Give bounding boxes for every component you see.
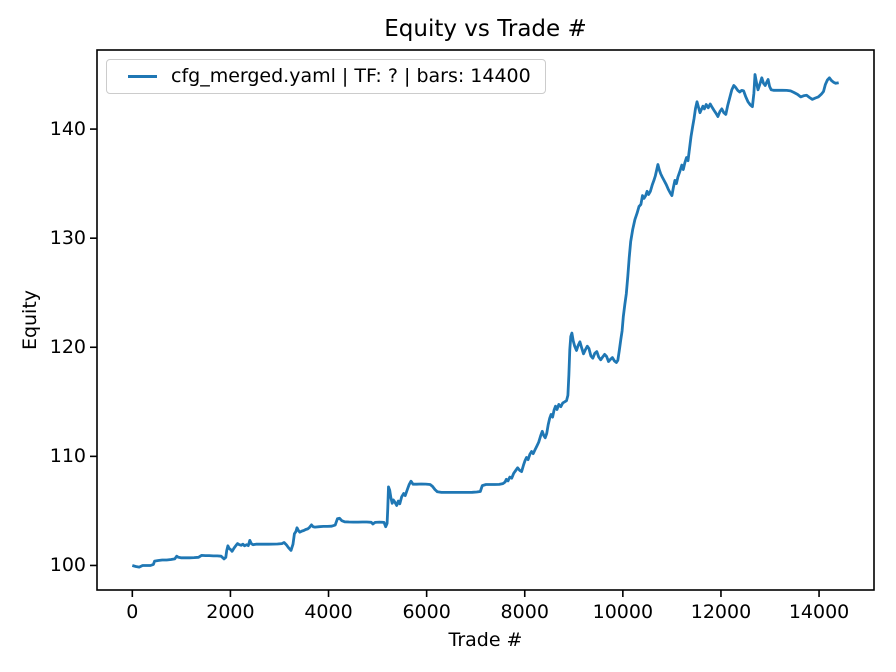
y-tick-label: 130 (49, 227, 86, 250)
y-tick-label: 120 (49, 336, 86, 359)
y-tick-label: 100 (49, 554, 86, 577)
x-tick-label: 4000 (304, 601, 353, 623)
axes-frame (96, 49, 875, 591)
tick-marks (90, 128, 820, 597)
chart-title: Equity vs Trade # (384, 16, 587, 42)
x-tick-label: 14000 (788, 601, 850, 623)
y-tick-label: 140 (49, 118, 86, 141)
legend: cfg_merged.yaml | TF: ? | bars: 14400 (106, 59, 546, 94)
x-tick-label: 8000 (500, 601, 549, 623)
x-tick-label: 6000 (402, 601, 451, 623)
legend-label: cfg_merged.yaml | TF: ? | bars: 14400 (171, 65, 531, 87)
x-tick-label: 0 (126, 601, 139, 623)
legend-line-swatch (128, 75, 157, 78)
x-tick-label: 12000 (690, 601, 752, 623)
x-axis-label: Trade # (448, 629, 523, 651)
equity-curve (131, 73, 839, 569)
x-tick-label: 10000 (592, 601, 654, 623)
x-tick-label: 2000 (206, 601, 255, 623)
y-tick-label: 110 (49, 445, 86, 468)
